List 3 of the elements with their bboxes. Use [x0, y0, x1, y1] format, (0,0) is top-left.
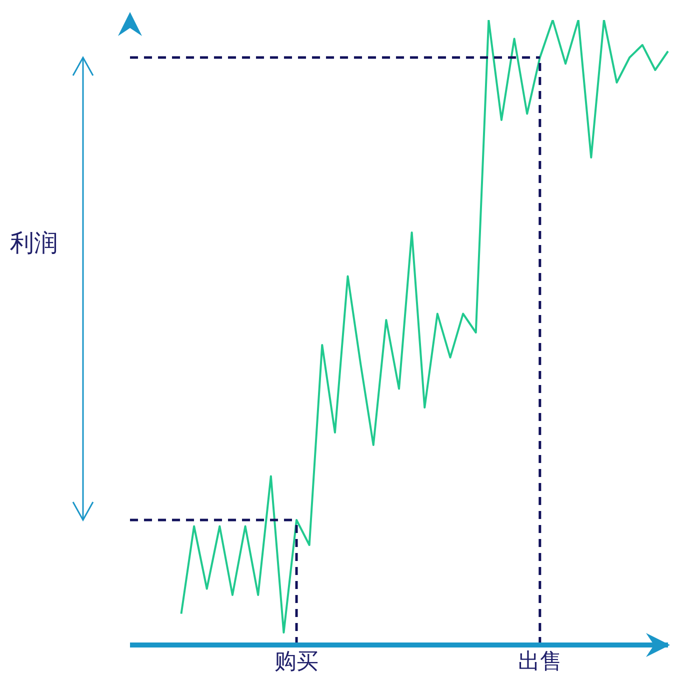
- text: 利润: [10, 228, 58, 259]
- x-tick-label: 出售: [518, 650, 562, 675]
- x-tick-label: 购买: [274, 650, 319, 675]
